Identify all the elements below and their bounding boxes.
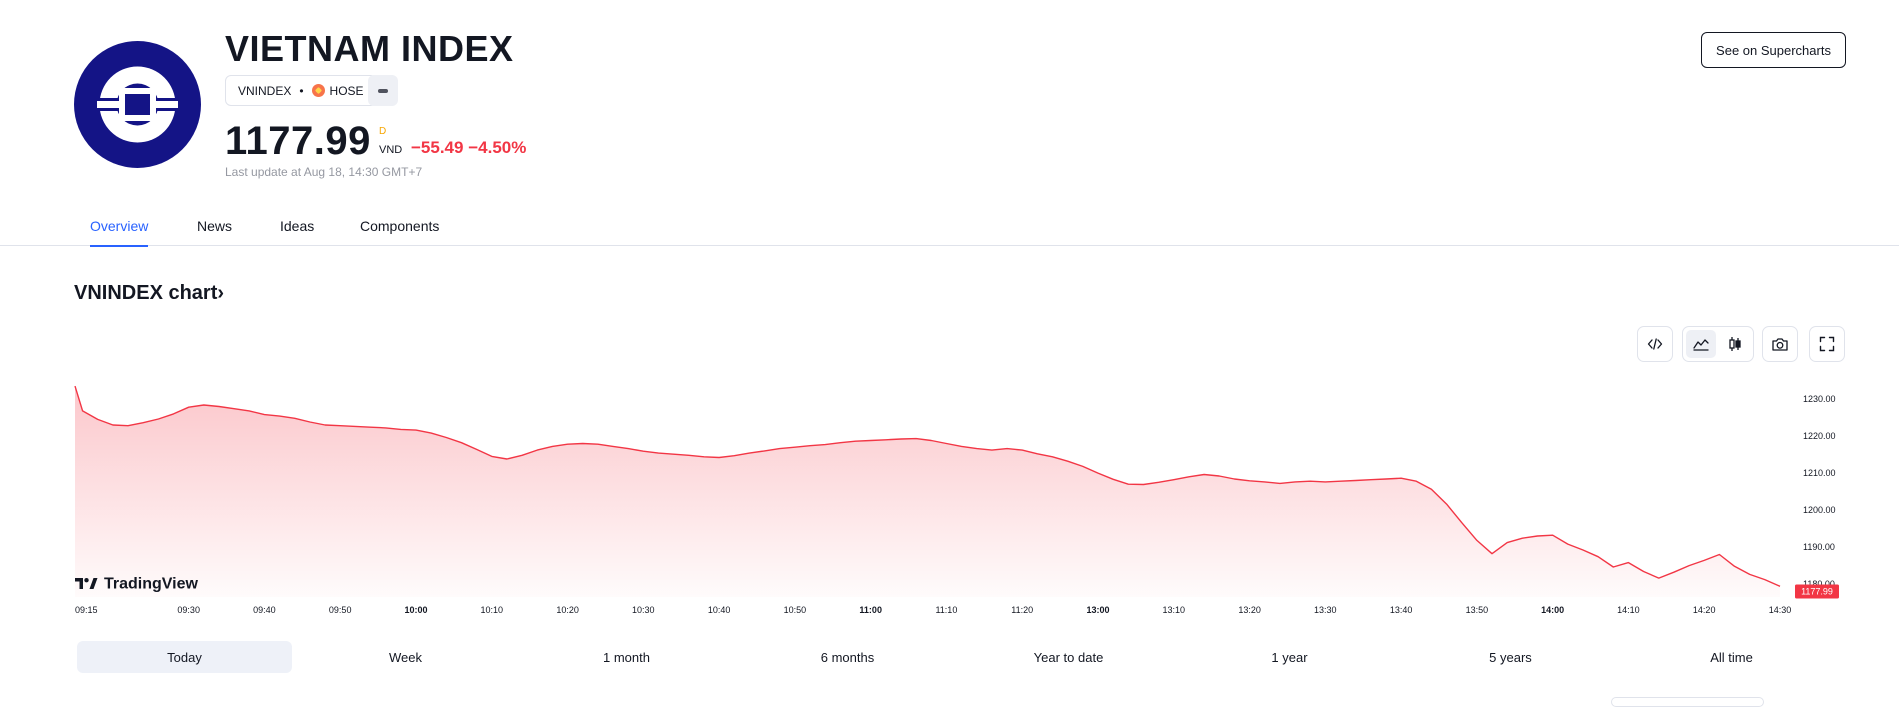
x-tick-label: 14:00 xyxy=(1541,605,1564,615)
last-price-badge xyxy=(1795,584,1839,599)
minus-button[interactable] xyxy=(368,75,398,106)
y-tick-label: 1220.00 xyxy=(1803,431,1836,441)
ticker-separator: • xyxy=(299,83,304,98)
chart-section-title[interactable]: VNINDEX chart› xyxy=(74,282,224,305)
more-button[interactable] xyxy=(1611,697,1764,707)
price-currency: VND xyxy=(379,144,403,156)
x-tick-label: 11:20 xyxy=(1011,605,1033,615)
see-on-supercharts-button[interactable]: See on Supercharts xyxy=(1701,32,1846,68)
price-chart[interactable]: 1230.00 1220.00 1210.00 1200.00 1190.00 1180.… xyxy=(0,375,1899,625)
y-tick-label: 1210.00 xyxy=(1803,468,1836,478)
series-area xyxy=(75,386,1780,597)
area-style-button[interactable] xyxy=(1686,330,1716,358)
x-tick-label: 13:20 xyxy=(1238,605,1261,615)
period-6-months[interactable]: 6 months xyxy=(820,649,875,665)
period-selector: Today Week 1 month 6 months Year to date… xyxy=(77,641,1847,673)
page-title: VIETNAM INDEX xyxy=(225,28,514,69)
x-tick-label: 13:30 xyxy=(1314,605,1337,615)
minus-icon xyxy=(378,88,388,93)
x-tick-label: 10:20 xyxy=(556,605,579,615)
price-delay-marker: D xyxy=(379,126,387,137)
x-tick-label: 09:30 xyxy=(177,605,200,615)
candlestick-icon xyxy=(1729,337,1741,351)
tab-bar: Overview News Ideas Components xyxy=(0,218,1899,247)
embed-button[interactable] xyxy=(1637,326,1673,362)
y-tick-label: 1230.00 xyxy=(1803,394,1836,404)
x-tick-label: 10:10 xyxy=(481,605,504,615)
period-week[interactable]: Week xyxy=(389,649,422,665)
tab-components[interactable]: Components xyxy=(360,218,440,234)
exchange-name: HOSE xyxy=(329,83,364,98)
x-tick-label: 10:00 xyxy=(404,605,427,615)
price-change-percent: −4.50% xyxy=(468,138,527,157)
x-tick-label: 10:30 xyxy=(632,605,655,615)
period-year-to-date[interactable]: Year to date xyxy=(1033,649,1104,665)
ticker-chip[interactable]: VNINDEX • HOSE xyxy=(225,75,377,106)
x-tick-label: 13:50 xyxy=(1466,605,1489,615)
tradingview-watermark: TradingView xyxy=(75,576,199,593)
x-tick-label: 14:20 xyxy=(1693,605,1716,615)
x-tick-label: 14:30 xyxy=(1769,605,1792,615)
x-tick-label: 09:40 xyxy=(253,605,276,615)
series-line xyxy=(74,385,1781,587)
camera-icon xyxy=(1772,338,1788,351)
x-tick-label: 10:50 xyxy=(784,605,807,615)
y-tick-label: 1180.00 xyxy=(1803,579,1835,589)
fullscreen-button[interactable] xyxy=(1809,326,1845,362)
fullscreen-icon xyxy=(1819,336,1835,352)
tab-overview[interactable]: Overview xyxy=(90,218,149,247)
y-tick-label: 1190.00 xyxy=(1803,542,1835,552)
period-5-years[interactable]: 5 years xyxy=(1489,649,1532,665)
ticker-symbol: VNINDEX xyxy=(238,83,292,98)
vnindex-logo-icon xyxy=(74,41,201,168)
period-1-month[interactable]: 1 month xyxy=(603,649,650,665)
x-tick-label: 13:10 xyxy=(1163,605,1186,615)
snapshot-button[interactable] xyxy=(1762,326,1798,362)
exchange-flag-icon xyxy=(311,84,325,97)
y-tick-label: 1200.00 xyxy=(1803,505,1836,515)
period-today[interactable]: Today xyxy=(77,641,292,673)
period-all-time[interactable]: All time xyxy=(1710,649,1753,665)
tab-news[interactable]: News xyxy=(197,218,233,234)
tab-ideas[interactable]: Ideas xyxy=(280,218,315,234)
x-tick-label: 13:40 xyxy=(1390,605,1413,615)
chart-section-title-text: VNINDEX chart xyxy=(74,282,218,304)
x-tick-label: 14:10 xyxy=(1617,605,1640,615)
last-update-text: Last update at Aug 18, 14:30 GMT+7 xyxy=(225,165,423,179)
period-1-year[interactable]: 1 year xyxy=(1271,649,1308,665)
x-tick-label: 10:40 xyxy=(708,605,731,615)
candles-style-button[interactable] xyxy=(1720,330,1750,358)
price-change-value: −55.49 xyxy=(411,138,464,157)
code-icon xyxy=(1647,338,1663,350)
chart-style-toggle xyxy=(1682,326,1754,362)
x-tick-label: 11:00 xyxy=(859,605,882,615)
tradingview-logo-text: TradingView xyxy=(104,576,199,593)
last-price-label: 1177.99 xyxy=(1801,587,1833,597)
chevron-right-icon: › xyxy=(217,282,225,304)
x-tick-label: 09:50 xyxy=(329,605,352,615)
area-chart-icon xyxy=(1693,339,1709,351)
x-tick-label: 13:00 xyxy=(1086,605,1109,615)
x-tick-label: 11:10 xyxy=(935,605,957,615)
price-change: −55.49 −4.50% xyxy=(411,138,526,158)
x-tick-label: 09:15 xyxy=(75,605,98,615)
current-price: 1177.99 xyxy=(225,119,371,163)
